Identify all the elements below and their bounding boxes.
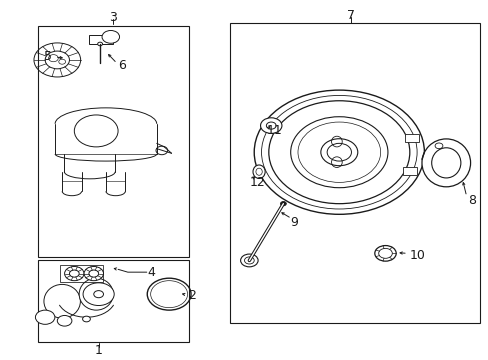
Circle shape (82, 316, 90, 322)
Circle shape (102, 31, 119, 43)
Text: 8: 8 (467, 194, 475, 207)
Ellipse shape (79, 278, 113, 310)
Text: 3: 3 (109, 11, 117, 24)
Text: 1: 1 (95, 345, 102, 357)
Circle shape (240, 254, 258, 267)
Text: 10: 10 (409, 249, 425, 262)
Circle shape (35, 310, 55, 324)
Text: 5: 5 (44, 50, 52, 63)
Ellipse shape (44, 284, 80, 318)
Text: 4: 4 (147, 266, 155, 279)
Text: 6: 6 (118, 59, 126, 72)
Text: 2: 2 (188, 289, 196, 302)
Circle shape (57, 315, 72, 326)
Circle shape (280, 202, 286, 206)
Text: 11: 11 (266, 125, 282, 138)
Text: 9: 9 (290, 216, 298, 229)
Bar (229, 23, 479, 323)
Circle shape (254, 90, 424, 214)
Ellipse shape (252, 165, 264, 179)
Circle shape (64, 266, 84, 281)
Circle shape (98, 42, 102, 46)
Bar (402, 167, 417, 175)
Circle shape (374, 246, 395, 261)
Circle shape (320, 139, 357, 166)
Bar (60, 265, 103, 283)
Circle shape (83, 283, 114, 306)
Ellipse shape (421, 139, 469, 187)
Circle shape (84, 266, 103, 281)
Bar (89, 35, 113, 44)
Bar (38, 26, 188, 257)
Circle shape (290, 117, 387, 188)
Circle shape (260, 118, 282, 134)
Bar (404, 134, 419, 141)
Text: 7: 7 (347, 9, 355, 22)
Text: 12: 12 (249, 176, 264, 189)
Bar (38, 260, 188, 342)
